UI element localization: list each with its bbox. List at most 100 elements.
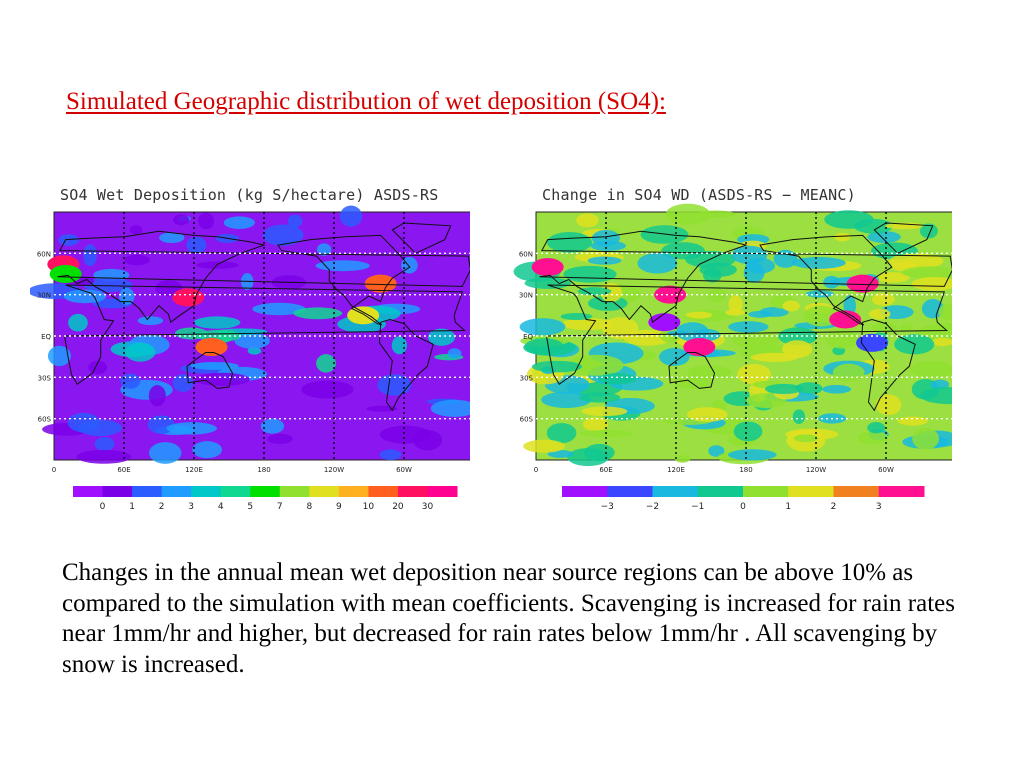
map-field-patch	[563, 265, 617, 283]
map-field-patch	[822, 384, 852, 394]
map-field-patch	[685, 311, 713, 319]
map-field-patch	[77, 419, 123, 437]
map-field-patch	[119, 287, 135, 305]
map-field-patch	[129, 225, 143, 235]
map-field-patch	[247, 347, 262, 355]
map-field-patch	[159, 232, 185, 244]
map-hotspot	[364, 274, 397, 293]
map-field-patch	[196, 261, 239, 269]
wet-deposition-map-panel: SO4 Wet Deposition (kg S/hectare) ASDS-R…	[30, 180, 470, 510]
map-field-patch	[871, 292, 895, 306]
colorbar-tick-label: 0	[740, 502, 746, 510]
map-field-patch	[792, 409, 806, 425]
colorbar-swatch	[220, 486, 251, 497]
map-field-patch	[148, 385, 166, 407]
map-field-patch	[287, 214, 303, 228]
colorbar-tick-label: 3	[876, 502, 882, 510]
map-field-patch	[795, 382, 823, 395]
map-field-patch	[661, 242, 705, 260]
map-hotspot	[531, 258, 564, 277]
colorbar-swatch	[833, 486, 880, 497]
map-field-patch	[686, 407, 728, 422]
colorbar-tick-label: 10	[363, 502, 375, 510]
wet-deposition-map-title: SO4 Wet Deposition (kg S/hectare) ASDS-R…	[60, 186, 439, 204]
map-field-patch	[793, 434, 819, 443]
wd-change-map-title: Change in SO4 WD (ASDS-RS − MEANC)	[542, 186, 856, 204]
colorbar-tick-label: 2	[831, 502, 837, 510]
map-field-patch	[637, 252, 678, 274]
colorbar-tick-label: −3	[601, 502, 614, 510]
map-field-patch	[674, 374, 711, 390]
map-field-patch	[428, 328, 456, 346]
map-field-patch	[198, 212, 214, 230]
colorbar-swatch	[250, 486, 281, 497]
map-field-patch	[665, 203, 711, 225]
latitude-label: 30N	[37, 292, 51, 300]
colorbar-tick-label: 1	[785, 502, 791, 510]
latitude-label: EQ	[41, 333, 51, 341]
longitude-label: 60E	[117, 466, 130, 474]
longitude-label: 120E	[667, 466, 685, 474]
colorbar-swatch	[788, 486, 834, 497]
map-field-patch	[920, 386, 952, 405]
longitude-label: 60W	[396, 466, 412, 474]
colorbar-swatch	[279, 486, 310, 497]
latitude-label: 60N	[519, 250, 533, 258]
map-field-patch	[391, 336, 408, 355]
map-field-patch	[190, 361, 239, 370]
colorbar-swatch	[102, 486, 133, 497]
map-field-patch	[584, 443, 615, 462]
map-field-patch	[568, 354, 624, 376]
map-field-patch	[782, 340, 813, 359]
map-field-patch	[911, 276, 952, 291]
map-field-patch	[68, 313, 88, 332]
map-field-patch	[725, 309, 745, 316]
continent-outline	[668, 352, 716, 389]
continent-outline	[860, 318, 916, 412]
map-field-patch	[125, 342, 156, 362]
continent-outline	[378, 318, 434, 412]
latitude-label: 30S	[520, 374, 534, 382]
map-field-patch	[762, 342, 777, 350]
map-field-patch	[301, 380, 354, 399]
colorbar-swatch	[73, 486, 104, 497]
map-field-patch	[728, 321, 769, 333]
latitude-label: 60S	[38, 416, 52, 424]
map-field-patch	[234, 332, 271, 349]
longitude-label: 180	[739, 466, 752, 474]
map-field-patch	[920, 223, 938, 239]
map-field-patch	[707, 288, 727, 303]
colorbar-swatch	[878, 486, 925, 497]
colorbar-swatch	[743, 486, 789, 497]
map-field-patch	[88, 360, 108, 375]
latitude-label: 60N	[37, 250, 51, 258]
map-field-patch	[193, 316, 241, 329]
map-field-patch	[876, 272, 910, 283]
body-paragraph: Changes in the annual mean wet depositio…	[62, 559, 955, 678]
colorbar-swatch	[397, 486, 428, 497]
continent-outline	[186, 352, 234, 389]
continent-outline	[759, 234, 893, 326]
map-field-patch	[834, 232, 851, 242]
colorbar-tick-label: 9	[336, 502, 342, 510]
latitude-label: EQ	[523, 333, 533, 341]
map-field-patch	[867, 231, 901, 243]
map-hotspot	[172, 288, 205, 307]
map-field-patch	[602, 317, 639, 340]
map-field-patch	[83, 244, 98, 267]
map-field-patch	[708, 445, 725, 457]
colorbar-tick-label: 8	[306, 502, 312, 510]
map-field-patch	[524, 338, 564, 355]
colorbar-swatch	[697, 486, 744, 497]
map-field-patch	[120, 373, 141, 389]
map-field-patch	[546, 422, 577, 444]
longitude-label: 120W	[324, 466, 344, 474]
map-field-patch	[930, 379, 950, 390]
map-field-patch	[674, 455, 691, 463]
map-hotspot	[683, 338, 716, 357]
continent-outline	[57, 230, 470, 324]
map-field-patch	[379, 449, 402, 461]
longitude-label: 60W	[878, 466, 894, 474]
colorbar-tick-label: 7	[277, 502, 283, 510]
map-field-patch	[871, 322, 898, 334]
